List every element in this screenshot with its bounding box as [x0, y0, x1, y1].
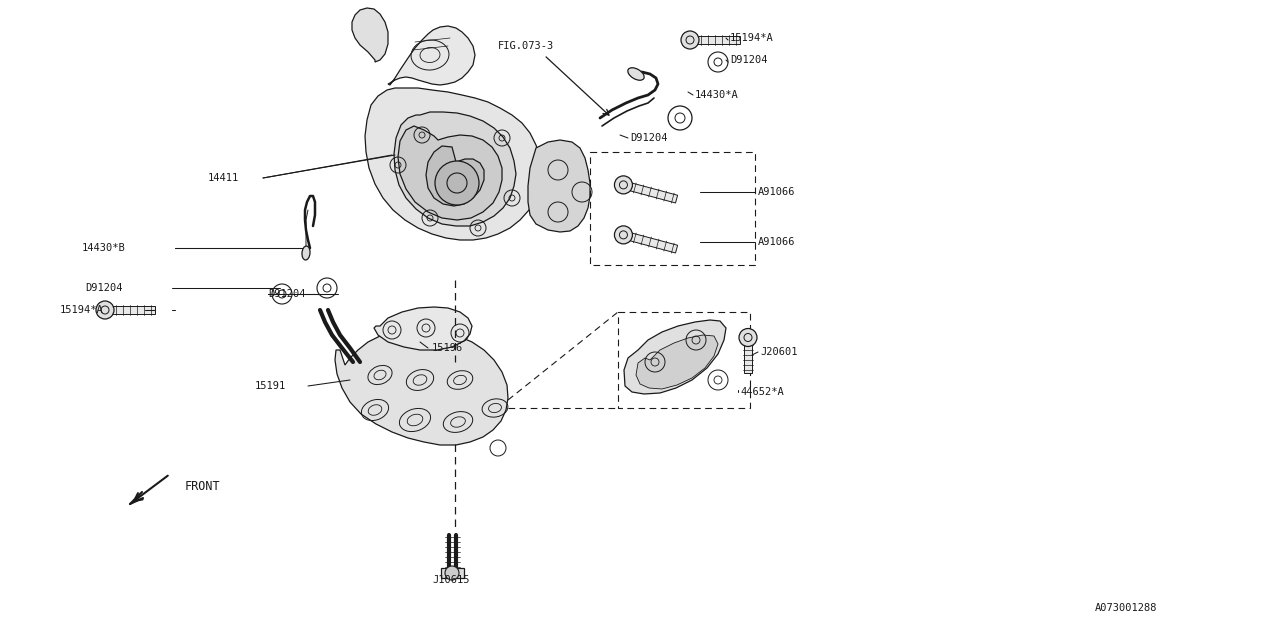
- Text: 44652*A: 44652*A: [740, 387, 783, 397]
- Polygon shape: [744, 337, 753, 372]
- Polygon shape: [388, 26, 475, 85]
- Circle shape: [739, 328, 756, 346]
- Text: D91204: D91204: [630, 133, 667, 143]
- Polygon shape: [426, 146, 484, 206]
- Polygon shape: [105, 306, 155, 314]
- Circle shape: [681, 31, 699, 49]
- Text: J20601: J20601: [760, 347, 797, 357]
- Text: D91204: D91204: [268, 289, 306, 299]
- Circle shape: [96, 301, 114, 319]
- Polygon shape: [365, 88, 541, 240]
- Polygon shape: [335, 330, 508, 445]
- Text: D91204: D91204: [84, 283, 123, 293]
- Text: 15191: 15191: [255, 381, 287, 391]
- Polygon shape: [622, 181, 677, 203]
- Text: A91066: A91066: [758, 187, 795, 197]
- Text: 15196: 15196: [433, 343, 463, 353]
- Text: 14411: 14411: [207, 173, 239, 183]
- Polygon shape: [529, 140, 590, 232]
- Polygon shape: [690, 36, 740, 44]
- Text: D91204: D91204: [730, 55, 768, 65]
- Polygon shape: [625, 320, 726, 394]
- Circle shape: [435, 161, 479, 205]
- Polygon shape: [622, 231, 677, 253]
- Text: FIG.073-3: FIG.073-3: [498, 41, 554, 51]
- Polygon shape: [374, 307, 472, 350]
- Polygon shape: [352, 8, 388, 62]
- Polygon shape: [442, 568, 465, 578]
- Text: A073001288: A073001288: [1094, 603, 1157, 613]
- Ellipse shape: [627, 68, 644, 80]
- Text: 15194*A: 15194*A: [60, 305, 104, 315]
- Text: J10615: J10615: [433, 575, 470, 585]
- Circle shape: [614, 226, 632, 244]
- Text: 14430*B: 14430*B: [82, 243, 125, 253]
- Text: FRONT: FRONT: [186, 479, 220, 493]
- Text: 14430*A: 14430*A: [695, 90, 739, 100]
- Polygon shape: [394, 112, 516, 226]
- Polygon shape: [398, 126, 502, 220]
- Text: 15194*A: 15194*A: [730, 33, 773, 43]
- Circle shape: [614, 176, 632, 194]
- Polygon shape: [636, 335, 718, 389]
- Text: A91066: A91066: [758, 237, 795, 247]
- Ellipse shape: [302, 246, 310, 260]
- Circle shape: [445, 566, 460, 580]
